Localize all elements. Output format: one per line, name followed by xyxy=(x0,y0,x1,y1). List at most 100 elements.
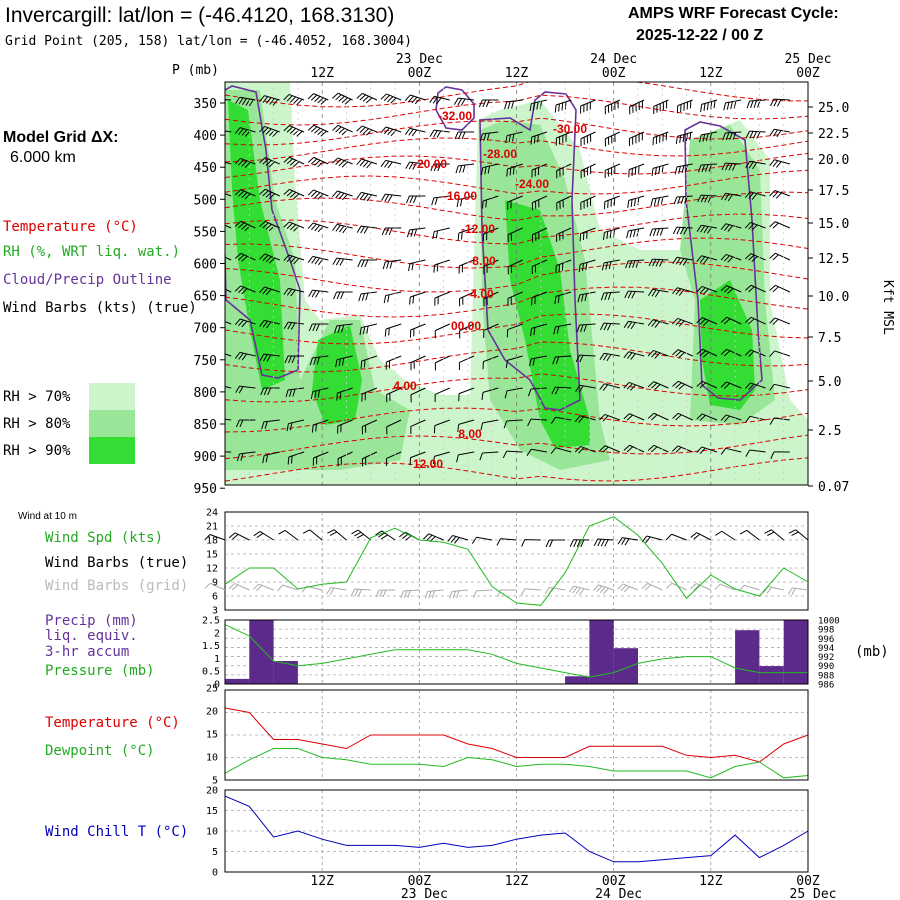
y-tick-label: 2.5 xyxy=(202,616,220,627)
barb-feather xyxy=(241,255,248,262)
barb-feather xyxy=(607,200,609,209)
barb-staff xyxy=(428,533,444,541)
barb-staff xyxy=(225,159,232,165)
pressure-tick-label: 600 xyxy=(194,258,217,273)
barb-feather xyxy=(635,260,640,268)
barb-feather xyxy=(634,167,637,175)
barb-feather xyxy=(647,319,654,326)
wind-barb xyxy=(623,381,645,391)
barb-feather xyxy=(629,106,631,115)
barb-feather xyxy=(748,192,754,199)
barb-feather xyxy=(410,362,412,371)
wind-barb-grid xyxy=(375,589,396,598)
barb-feather xyxy=(559,233,561,241)
forecast-cycle-value: 2025-12-22 / 00 Z xyxy=(636,27,763,44)
top-time-label: 00Z xyxy=(796,66,820,81)
barb-feather xyxy=(363,359,366,368)
barb-feather xyxy=(593,538,599,546)
bottom-time-label: 00Z xyxy=(602,874,626,889)
wind-barb-10m xyxy=(788,529,809,541)
wind-barb xyxy=(696,348,718,358)
barb-feather xyxy=(384,194,390,202)
barb-feather xyxy=(248,99,254,107)
barb-feather xyxy=(724,163,730,171)
barb-feather xyxy=(651,382,658,389)
barb-feather xyxy=(313,357,317,365)
barb-feather xyxy=(403,590,408,599)
barb-feather xyxy=(749,131,754,139)
precip-accum-label: 3-hr accum xyxy=(45,644,129,660)
wind-barb xyxy=(259,188,280,200)
barb-feather xyxy=(626,414,633,421)
barb-staff xyxy=(312,387,329,393)
barb-feather xyxy=(291,355,296,364)
barb-feather xyxy=(599,445,606,452)
barb-feather xyxy=(431,197,435,206)
barb-staff xyxy=(361,387,378,395)
wind-barb xyxy=(283,254,305,265)
barb-staff xyxy=(532,227,548,236)
barb-feather xyxy=(629,230,633,238)
barb-staff xyxy=(628,163,645,171)
wind-barb xyxy=(259,253,280,264)
barb-feather xyxy=(265,128,272,135)
wind-barb xyxy=(479,131,499,142)
barb-staff xyxy=(482,387,499,393)
wind-barb xyxy=(673,195,693,205)
barb-staff xyxy=(309,529,323,541)
barb-feather xyxy=(424,591,429,599)
barb-feather xyxy=(586,199,588,208)
barb-feather xyxy=(720,193,726,200)
barb-staff xyxy=(409,161,426,165)
barb-feather xyxy=(702,351,710,358)
barb-feather xyxy=(329,531,338,536)
y-tick-label: 18 xyxy=(206,536,218,547)
wind-barb xyxy=(360,355,378,369)
wind-barb-10m xyxy=(302,529,323,541)
kft-tick-label: 20.0 xyxy=(818,153,849,168)
wind-barb xyxy=(456,195,475,208)
barb-staff xyxy=(482,131,499,135)
barb-staff xyxy=(500,538,517,541)
wind-barb-grid xyxy=(228,582,250,591)
barb-staff xyxy=(725,192,742,197)
barb-staff xyxy=(750,221,766,229)
barb-feather xyxy=(767,531,775,536)
wind-barb xyxy=(234,252,256,262)
barb-feather xyxy=(433,130,438,138)
barb-staff xyxy=(774,221,791,229)
barb-staff xyxy=(604,445,621,453)
barb-feather xyxy=(507,298,509,307)
barb-feather xyxy=(699,318,706,325)
barb-feather xyxy=(724,193,730,201)
barb-staff xyxy=(628,195,645,201)
barb-staff xyxy=(652,288,669,293)
barb-feather xyxy=(769,252,776,259)
wind-barb xyxy=(478,99,499,108)
kft-tick-label: 0.07 xyxy=(818,480,849,495)
barb-feather xyxy=(362,160,369,168)
barb-staff xyxy=(284,530,299,541)
barb-feather xyxy=(748,223,755,230)
wind-barb xyxy=(744,349,766,357)
barb-feather xyxy=(413,195,417,204)
wind-barb xyxy=(262,451,280,464)
barb-feather xyxy=(458,131,463,140)
barb-feather xyxy=(536,101,539,110)
rh-80-label: RH > 80% xyxy=(3,416,71,432)
barb-feather xyxy=(556,234,558,243)
time-gridlines xyxy=(248,82,785,485)
barb-feather xyxy=(769,129,775,136)
barb-staff xyxy=(555,416,572,421)
barb-feather xyxy=(497,589,501,598)
barb-feather xyxy=(265,191,272,198)
wind-barb xyxy=(769,317,791,325)
barb-feather xyxy=(240,453,244,461)
wind-barb xyxy=(432,451,450,465)
wind-barb xyxy=(647,319,669,328)
cloud-outline xyxy=(684,121,763,401)
wind-barb xyxy=(332,157,353,168)
barb-feather xyxy=(505,360,508,369)
barb-feather xyxy=(703,103,706,112)
